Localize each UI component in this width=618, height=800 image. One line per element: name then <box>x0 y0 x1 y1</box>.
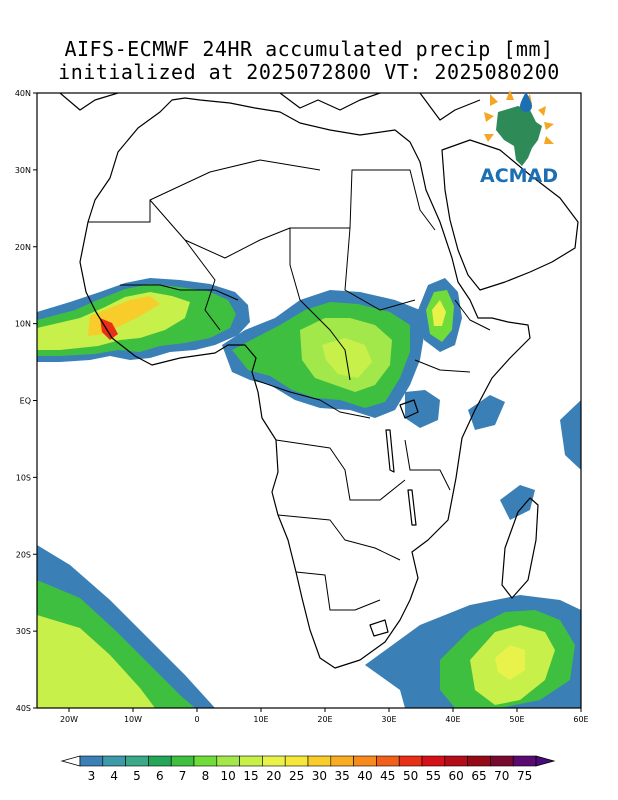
colorbar-level-label: 50 <box>403 769 418 783</box>
lake-victoria <box>399 399 419 419</box>
colorbar-swatch <box>125 755 149 767</box>
longitude-axis: 20W 10W 0 10E 20E 30E 40E 50E 60E <box>60 708 589 724</box>
precip-somalia-coast <box>468 395 505 430</box>
lon-tick-label: 30E <box>381 715 396 724</box>
lake-malawi <box>407 489 417 526</box>
lat-tick-label: 10N <box>15 320 31 329</box>
acmad-logo: ACMAD <box>480 90 558 187</box>
colorbar-level-label: 60 <box>449 769 464 783</box>
colorbar-min-arrow <box>60 755 81 767</box>
lon-tick-label: 60E <box>573 715 588 724</box>
acmad-logo-text: ACMAD <box>480 165 558 187</box>
africa-silhouette-icon <box>496 106 542 166</box>
precip-madagascar-coast <box>500 485 535 520</box>
colorbar-level-label: 30 <box>312 769 327 783</box>
colorbar-swatch <box>216 755 240 767</box>
lat-tick-label: 40N <box>15 89 31 98</box>
colorbar-level-label: 4 <box>110 769 118 783</box>
africa-coastline <box>79 97 531 669</box>
colorbar-swatch <box>284 755 309 767</box>
lake-tanganyika <box>385 429 395 473</box>
colorbar-level-label: 15 <box>243 769 258 783</box>
lat-tick-label: 20N <box>15 243 31 252</box>
colorbar-swatch <box>330 755 354 767</box>
colorbar-swatch <box>490 755 514 767</box>
colorbar-swatch <box>444 755 468 767</box>
colorbar-swatch <box>193 755 218 767</box>
lat-tick-label: 30N <box>15 166 31 175</box>
colorbar-level-label: 7 <box>179 769 187 783</box>
arabia-coastline <box>441 139 579 291</box>
lat-tick-label: 10S <box>16 473 31 482</box>
water-drop-icon <box>520 92 532 112</box>
colorbar-level-label: 75 <box>517 769 532 783</box>
colorbar-level-label: 55 <box>426 769 441 783</box>
colorbar: 3 4 5 6 7 8 10 15 20 25 30 35 40 45 50 55 60 65 70 75 <box>60 755 556 783</box>
colorbar-swatch <box>398 755 423 767</box>
precip-south-atlantic-inner <box>37 615 155 708</box>
precip-central-africa-core <box>322 338 372 378</box>
colorbar-swatch <box>79 755 104 767</box>
precip-east-ocean <box>560 400 581 470</box>
colorbar-level-label: 8 <box>202 769 210 783</box>
lat-tick-label: 30S <box>16 627 31 636</box>
colorbar-level-label: 6 <box>156 769 164 783</box>
colorbar-level-label: 10 <box>221 769 236 783</box>
colorbar-swatch <box>148 755 172 767</box>
lon-tick-label: 40E <box>445 715 460 724</box>
lat-tick-label: 40S <box>16 704 31 713</box>
colorbar-level-label: 3 <box>88 769 96 783</box>
colorbar-level-label: 40 <box>357 769 372 783</box>
madagascar-coastline <box>501 497 539 599</box>
colorbar-swatch <box>353 755 377 767</box>
lake-lesotho <box>369 619 389 637</box>
colorbar-level-label: 45 <box>380 769 395 783</box>
lat-tick-label: EQ <box>20 397 31 406</box>
colorbar-level-label: 25 <box>289 769 304 783</box>
sun-rays-icon <box>484 90 554 144</box>
colorbar-swatch <box>512 755 537 767</box>
lon-tick-label: 20W <box>60 715 78 724</box>
mediterranean-north <box>59 93 481 121</box>
colorbar-swatch <box>102 755 126 767</box>
colorbar-swatch <box>376 755 400 767</box>
colorbar-level-label: 70 <box>494 769 509 783</box>
colorbar-level-label: 35 <box>335 769 350 783</box>
precip-field <box>37 278 581 708</box>
colorbar-swatch <box>239 755 263 767</box>
latitude-axis: 40N 30N 20N 10N EQ 10S 20S 30S 40S <box>15 89 37 713</box>
colorbar-swatch <box>421 755 446 767</box>
colorbar-swatch <box>262 755 286 767</box>
precip-west-africa-peak <box>100 318 118 340</box>
map-title-line-1: AIFS-ECMWF 24HR accumulated precip [mm] <box>64 37 554 61</box>
lon-tick-label: 20E <box>317 715 332 724</box>
map-title-line-2: initialized at 2025072800 VT: 2025080200 <box>58 60 560 84</box>
colorbar-level-label: 20 <box>266 769 281 783</box>
lon-tick-label: 50E <box>509 715 524 724</box>
colorbar-swatch <box>307 755 332 767</box>
colorbar-swatch <box>170 755 195 767</box>
lon-tick-label: 10E <box>253 715 268 724</box>
precip-east-africa-blob <box>405 390 440 428</box>
lat-tick-label: 20S <box>16 550 31 559</box>
coastlines <box>59 93 579 669</box>
colorbar-max-arrow <box>535 755 556 767</box>
colorbar-level-label: 5 <box>133 769 141 783</box>
precip-ethiopia-core <box>432 300 446 326</box>
lon-tick-label: 0 <box>194 715 199 724</box>
country-borders <box>88 159 491 611</box>
lon-tick-label: 10W <box>124 715 142 724</box>
precip-south-indian-core <box>495 645 525 680</box>
colorbar-level-label: 65 <box>471 769 486 783</box>
colorbar-swatch <box>467 755 491 767</box>
